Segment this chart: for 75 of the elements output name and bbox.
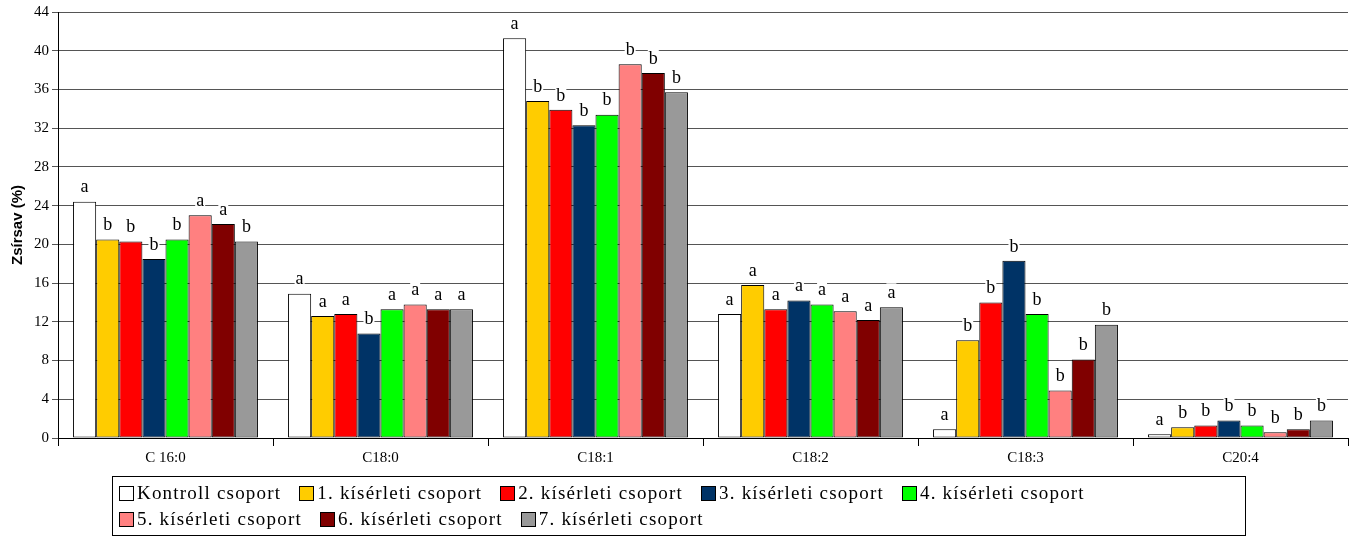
data-label: b: [963, 314, 973, 335]
x-tick-label: C 16:0: [145, 448, 186, 465]
data-label: b: [1224, 395, 1234, 416]
data-label: a: [1155, 408, 1164, 429]
legend-label: 2. kísérleti csoport: [518, 481, 684, 505]
data-label: a: [748, 259, 757, 280]
data-label: a: [318, 290, 327, 311]
data-label: b: [126, 216, 136, 237]
data-label: a: [434, 283, 443, 304]
data-label: a: [341, 288, 350, 309]
x-tick-label: C18:0: [362, 448, 399, 465]
data-label: b: [1055, 365, 1065, 386]
data-label: a: [818, 279, 827, 300]
y-tick-label: 32: [34, 119, 49, 136]
y-axis-title: Zsírsav (%): [8, 184, 26, 266]
legend-label: 4. kísérleti csoport: [919, 481, 1085, 505]
data-label: b: [1032, 288, 1042, 309]
data-label: b: [986, 277, 996, 298]
data-label: a: [295, 268, 304, 289]
legend-label: 7. kísérleti csoport: [538, 507, 704, 531]
data-label: b: [556, 84, 566, 105]
data-label: b: [602, 89, 612, 110]
data-label: b: [364, 308, 374, 329]
data-label: a: [841, 285, 850, 306]
data-label: a: [864, 294, 873, 315]
data-label: a: [219, 198, 228, 219]
data-label: a: [388, 283, 397, 304]
data-label: b: [1178, 402, 1188, 423]
data-label: b: [648, 47, 658, 68]
data-label: a: [80, 176, 89, 197]
data-label: a: [940, 404, 949, 425]
data-label: b: [625, 39, 635, 60]
data-label: a: [510, 12, 519, 33]
y-tick-label: 16: [34, 274, 50, 291]
data-label: b: [1247, 400, 1257, 421]
data-label: b: [1270, 406, 1280, 427]
y-tick-label: 20: [34, 235, 49, 252]
data-label: a: [411, 279, 420, 300]
data-label: a: [457, 283, 466, 304]
y-tick-label: 4: [41, 390, 50, 407]
x-tick-label: C18:3: [1007, 448, 1044, 465]
data-label: a: [725, 288, 734, 309]
data-label: b: [241, 216, 251, 237]
legend-label: 1. kísérleti csoport: [317, 481, 483, 505]
data-label: b: [1316, 395, 1326, 416]
x-tick-label: C18:2: [792, 448, 829, 465]
data-label: b: [671, 67, 681, 88]
data-label: a: [794, 275, 803, 296]
data-label: b: [533, 75, 543, 96]
data-label: b: [103, 214, 113, 235]
data-label: a: [196, 190, 205, 211]
legend-label: 5. kísérleti csoport: [137, 507, 302, 531]
x-tick-label: C18:1: [577, 448, 614, 465]
data-label: b: [149, 233, 159, 254]
data-label: b: [1101, 299, 1111, 320]
data-label: b: [1201, 400, 1211, 421]
data-label: b: [1078, 334, 1088, 355]
data-label: b: [579, 100, 589, 121]
y-tick-label: 12: [34, 312, 49, 329]
data-label: b: [1009, 235, 1019, 256]
y-tick-label: 28: [34, 157, 49, 174]
y-tick-label: 8: [41, 351, 49, 368]
y-tick-label: 36: [34, 80, 50, 97]
legend-label: 3. kísérleti csoport: [719, 481, 884, 505]
data-label: a: [771, 283, 780, 304]
data-label: a: [887, 282, 896, 303]
y-tick-label: 40: [34, 41, 49, 58]
data-label: b: [172, 214, 182, 235]
legend-label: 6. kísérleti csoport: [337, 507, 503, 531]
x-tick-label: C20:4: [1222, 448, 1260, 465]
text: Kontroll csoport: [137, 481, 282, 505]
y-tick-label: 44: [34, 2, 50, 19]
data-label: b: [1293, 404, 1303, 425]
y-tick-label: 0: [41, 428, 49, 445]
y-tick-label: 24: [34, 196, 50, 213]
